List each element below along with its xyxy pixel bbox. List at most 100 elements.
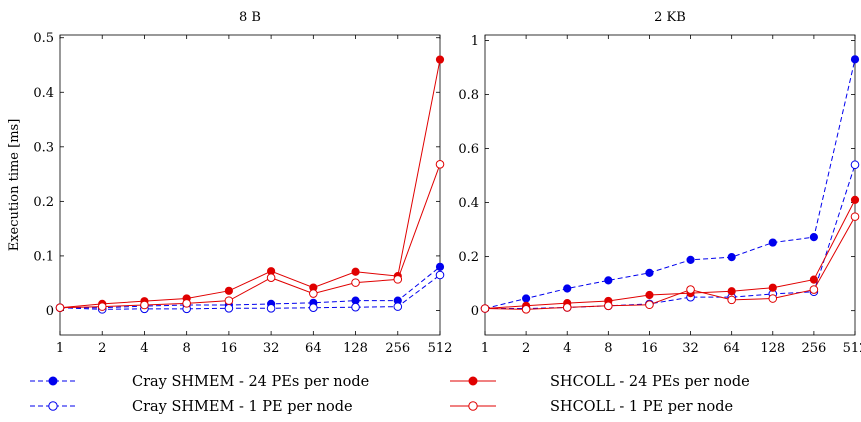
data-point — [393, 275, 403, 284]
data-point — [850, 195, 860, 204]
data-point — [604, 301, 613, 311]
y-tick-label: 0 — [471, 304, 479, 319]
x-tick-label: 8 — [604, 341, 612, 356]
legend-entry: SHCOLL - 1 PE per node — [450, 399, 733, 415]
data-point — [182, 299, 191, 308]
data-point — [562, 303, 572, 312]
data-point — [435, 159, 445, 169]
legend-label: Cray SHMEM - 24 PEs per node — [132, 374, 369, 390]
chart-panels: 8 B00.10.20.30.40.51 2 4 8 16 32 64 128 256 512Ex… — [7, 10, 861, 356]
data-point — [266, 303, 276, 313]
series-1 — [480, 55, 860, 313]
data-point — [768, 294, 778, 303]
data-point — [686, 255, 695, 264]
data-point — [768, 283, 777, 292]
data-point — [351, 302, 360, 312]
legend: Cray SHMEM - 24 PEs per node SHCOLL - 24 … — [30, 374, 750, 415]
plot-frame — [484, 34, 856, 336]
series-line — [59, 59, 441, 309]
data-point — [850, 55, 860, 64]
series-line — [484, 216, 856, 310]
y-tick-label: 0.5 — [33, 31, 54, 46]
x-tick-label: 2 — [98, 341, 106, 356]
data-point — [727, 253, 736, 262]
legend-label: SHCOLL - 24 PEs per node — [550, 374, 750, 390]
data-point — [645, 300, 654, 310]
series-1 — [55, 262, 445, 312]
y-tick-label: 0 — [46, 304, 54, 319]
data-point — [309, 289, 318, 298]
data-point — [480, 304, 490, 313]
data-point — [768, 238, 777, 247]
data-point — [522, 294, 531, 303]
chart-title: 2 KB — [654, 10, 686, 25]
data-point — [645, 268, 654, 277]
x-tick-label: 1 — [481, 341, 489, 356]
series-line — [59, 274, 441, 310]
legend-swatch-marker — [468, 401, 478, 411]
series-3 — [55, 55, 445, 312]
data-point — [850, 160, 860, 170]
y-axis-label: Execution time [ms] — [7, 119, 22, 252]
x-tick-label: 128 — [343, 341, 368, 356]
data-point — [351, 267, 360, 276]
data-point — [224, 286, 233, 295]
y-tick-label: 0.1 — [33, 249, 54, 264]
x-tick-label: 4 — [563, 341, 571, 356]
y-tick-label: 1 — [471, 34, 479, 49]
x-tick-label: 64 — [305, 341, 322, 356]
data-point — [563, 284, 572, 293]
legend-swatch-marker — [468, 376, 478, 386]
data-point — [55, 303, 65, 313]
series-line — [59, 164, 441, 309]
legend-swatch-marker — [48, 376, 58, 386]
series-3 — [480, 195, 860, 313]
legend-label: SHCOLL - 1 PE per node — [550, 399, 733, 415]
series-4 — [55, 159, 445, 313]
data-point — [645, 290, 654, 300]
series-line — [484, 199, 856, 310]
x-tick-label: 512 — [428, 341, 453, 356]
data-point — [97, 302, 107, 311]
x-tick-label: 32 — [263, 341, 280, 356]
series-line — [484, 59, 856, 309]
data-point — [604, 276, 613, 285]
series-2 — [480, 160, 860, 313]
x-tick-label: 256 — [385, 341, 410, 356]
data-point — [809, 233, 818, 242]
series-line — [485, 164, 856, 310]
data-point — [727, 295, 736, 305]
series-2 — [55, 270, 445, 314]
data-point — [266, 273, 276, 283]
series-line — [60, 266, 441, 309]
x-tick-label: 16 — [221, 341, 238, 356]
x-tick-label: 32 — [682, 341, 699, 356]
x-tick-label: 16 — [641, 341, 658, 356]
series-4 — [480, 212, 860, 314]
data-point — [809, 285, 819, 294]
y-tick-label: 0.4 — [33, 86, 54, 101]
plot-frame — [59, 34, 441, 336]
y-tick-label: 0.8 — [458, 88, 479, 103]
legend-entry: Cray SHMEM - 24 PEs per node — [30, 374, 369, 390]
data-point — [140, 300, 149, 310]
data-point — [224, 303, 234, 313]
chart-panel-1: 8 B 0 0.1 0.2 0.3 0.4 0.5 1 2 4 8 16 32 64 128 256 512 Ex… — [7, 10, 452, 356]
data-point — [435, 262, 445, 271]
data-point — [727, 287, 736, 296]
data-point — [850, 212, 860, 221]
x-tick-label: 256 — [801, 341, 826, 356]
x-tick-label: 1 — [56, 341, 64, 356]
data-point — [686, 285, 695, 294]
legend-entry: Cray SHMEM - 1 PE per node — [30, 399, 353, 415]
data-point — [435, 55, 445, 64]
data-point — [224, 296, 234, 305]
data-point — [309, 303, 318, 313]
y-tick-label: 0.2 — [458, 250, 479, 265]
y-tick-label: 0.3 — [33, 140, 54, 155]
y-tick-label: 0.2 — [33, 195, 54, 210]
y-tick-label: 0.6 — [458, 142, 479, 157]
legend-label: Cray SHMEM - 1 PE per node — [132, 399, 353, 415]
x-tick-label: 4 — [140, 341, 148, 356]
